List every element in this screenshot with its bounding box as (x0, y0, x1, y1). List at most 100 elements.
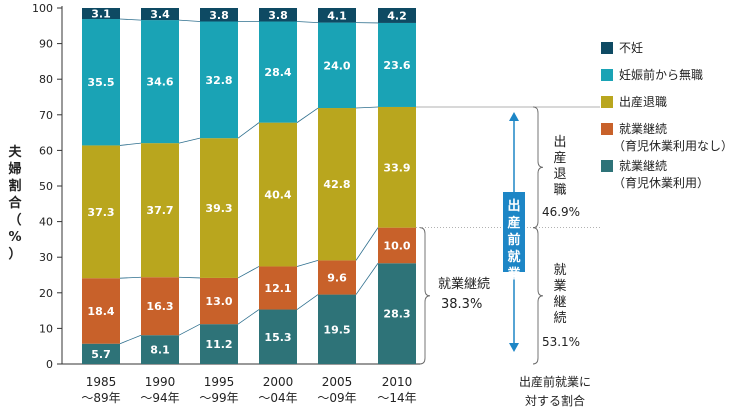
continued-label-left: 就業継続 (438, 276, 490, 292)
bar-value-label: 34.6 (146, 76, 173, 89)
bar-value-label: 40.4 (264, 189, 291, 202)
bar-value-label: 8.1 (150, 344, 170, 357)
y-axis-title-char: 割 (8, 178, 21, 194)
bar-segment (141, 277, 179, 336)
connector-line (237, 309, 260, 325)
bar-segment (82, 343, 120, 364)
y-axis-title-char: 合 (8, 195, 22, 211)
bars (82, 8, 416, 364)
connector-line (296, 260, 319, 267)
bar-segment (318, 260, 356, 295)
y-axis-title-char: 婦 (7, 161, 21, 177)
connector-line (119, 334, 142, 345)
connector-line (296, 21, 319, 23)
continued-label-right-char: 業 (553, 278, 566, 294)
connector-line (178, 276, 201, 279)
y-tick-label: 90 (39, 38, 53, 51)
connector-line (178, 137, 201, 144)
connector-line (178, 323, 201, 336)
x-tick-label-year: 2000 (263, 375, 294, 389)
connector-line (355, 263, 379, 295)
connector-line (119, 18, 142, 21)
pre-birth-employment-char: 産 (507, 215, 520, 231)
y-tick-label: 0 (46, 358, 53, 371)
bar-value-label: 42.8 (323, 178, 350, 191)
annotations: 就業継続38.3%出産前就業出産退職46.9%就業継続53.1%出産前就業に対す… (416, 106, 600, 408)
y-tick-label: 100 (32, 2, 53, 15)
connector-line (119, 142, 142, 146)
legend-label: 不妊 (619, 41, 643, 55)
bar-value-label: 9.6 (327, 271, 347, 284)
continued-pct-right: 53.1% (542, 335, 580, 349)
bar-value-label: 3.4 (150, 8, 170, 21)
bar-value-label: 4.1 (327, 9, 347, 22)
bar-segment (200, 277, 238, 325)
continued-label-right-char: 継 (553, 295, 566, 310)
x-tick-label-range: 〜99年 (199, 391, 238, 405)
resigned-pct: 46.9% (542, 205, 580, 219)
resigned-label-char: 産 (553, 150, 566, 166)
bar-value-label: 12.1 (264, 282, 291, 295)
bar-segment (259, 122, 297, 267)
bar-value-label: 23.6 (383, 59, 410, 72)
bar-value-label: 16.3 (146, 300, 173, 313)
bar-segment (200, 324, 238, 364)
bar-value-label: 28.3 (383, 308, 410, 321)
resigned-label-char: 職 (553, 183, 566, 198)
legend-label: 就業継続 (619, 158, 667, 173)
bar-value-label: 28.4 (264, 66, 291, 79)
x-tick-label-year: 1985 (86, 375, 117, 389)
continued-label-right-char: 続 (553, 311, 566, 326)
bar-segment (200, 138, 238, 278)
bar-value-label: 11.2 (205, 338, 232, 351)
x-tick-label-range: 〜94年 (140, 391, 179, 405)
bar-segment (141, 20, 179, 144)
bar-value-label: 10.0 (383, 239, 410, 252)
bar-value-label: 13.0 (205, 295, 232, 308)
legend-swatch (601, 96, 613, 108)
bar-value-label: 32.8 (205, 74, 232, 87)
y-axis-title-char: 夫 (8, 144, 22, 160)
brace-resigned-right (532, 106, 544, 229)
bar-segment (141, 335, 179, 364)
pre-birth-employment-char: 出 (507, 198, 520, 214)
connector-line (178, 19, 201, 22)
x-tick-label-year: 2005 (322, 375, 353, 389)
bar-value-label: 37.3 (87, 206, 114, 219)
legend-label: （育児休業利用なし） (613, 138, 730, 153)
x-tick-label-range: 〜09年 (317, 391, 356, 405)
brace-continued-left (419, 227, 431, 365)
x-tick-label-range: 〜14年 (377, 391, 416, 405)
bar-segment (82, 8, 120, 20)
x-tick-label-range: 〜89年 (81, 391, 120, 405)
bar-value-label: 3.8 (268, 9, 288, 22)
arrow-head-up (509, 112, 519, 121)
bar-value-labels: 5.7 18.4 37.3 35.5 3.1 8.1 16.3 37.7 34.6 3.4 11.2… (87, 8, 410, 361)
bar-segment (141, 8, 179, 21)
y-tick-label: 80 (39, 73, 53, 86)
bar-value-label: 18.4 (87, 305, 114, 318)
bar-segment (200, 21, 238, 139)
bar-value-label: 4.2 (387, 9, 407, 22)
axis-note-line2: 対する割合 (525, 393, 585, 408)
axis-note-line1: 出産前就業に (519, 374, 591, 389)
legend-swatch (601, 123, 613, 135)
bar-segment (82, 145, 120, 279)
pre-birth-employment-char: 前 (507, 232, 520, 248)
bar-segment (141, 143, 179, 278)
y-axis-title-char: ） (8, 246, 21, 262)
y-tick-label: 40 (39, 216, 53, 229)
y-axis-title-char: （ (8, 212, 21, 228)
bar-segment (259, 21, 297, 123)
y-tick-label: 10 (39, 322, 53, 335)
bar-value-label: 3.8 (209, 9, 229, 22)
resigned-label-char: 退 (553, 167, 566, 182)
x-tick-label-year: 2010 (382, 375, 413, 389)
y-axis: 0 10 20 30 40 50 60 70 80 90 100 (32, 2, 420, 371)
bar-segment (82, 19, 120, 146)
bar-segment (378, 263, 416, 364)
legend-label: （育児休業利用） (613, 175, 709, 190)
pre-birth-employment-char: 業 (506, 266, 521, 282)
bar-segment (378, 22, 416, 107)
